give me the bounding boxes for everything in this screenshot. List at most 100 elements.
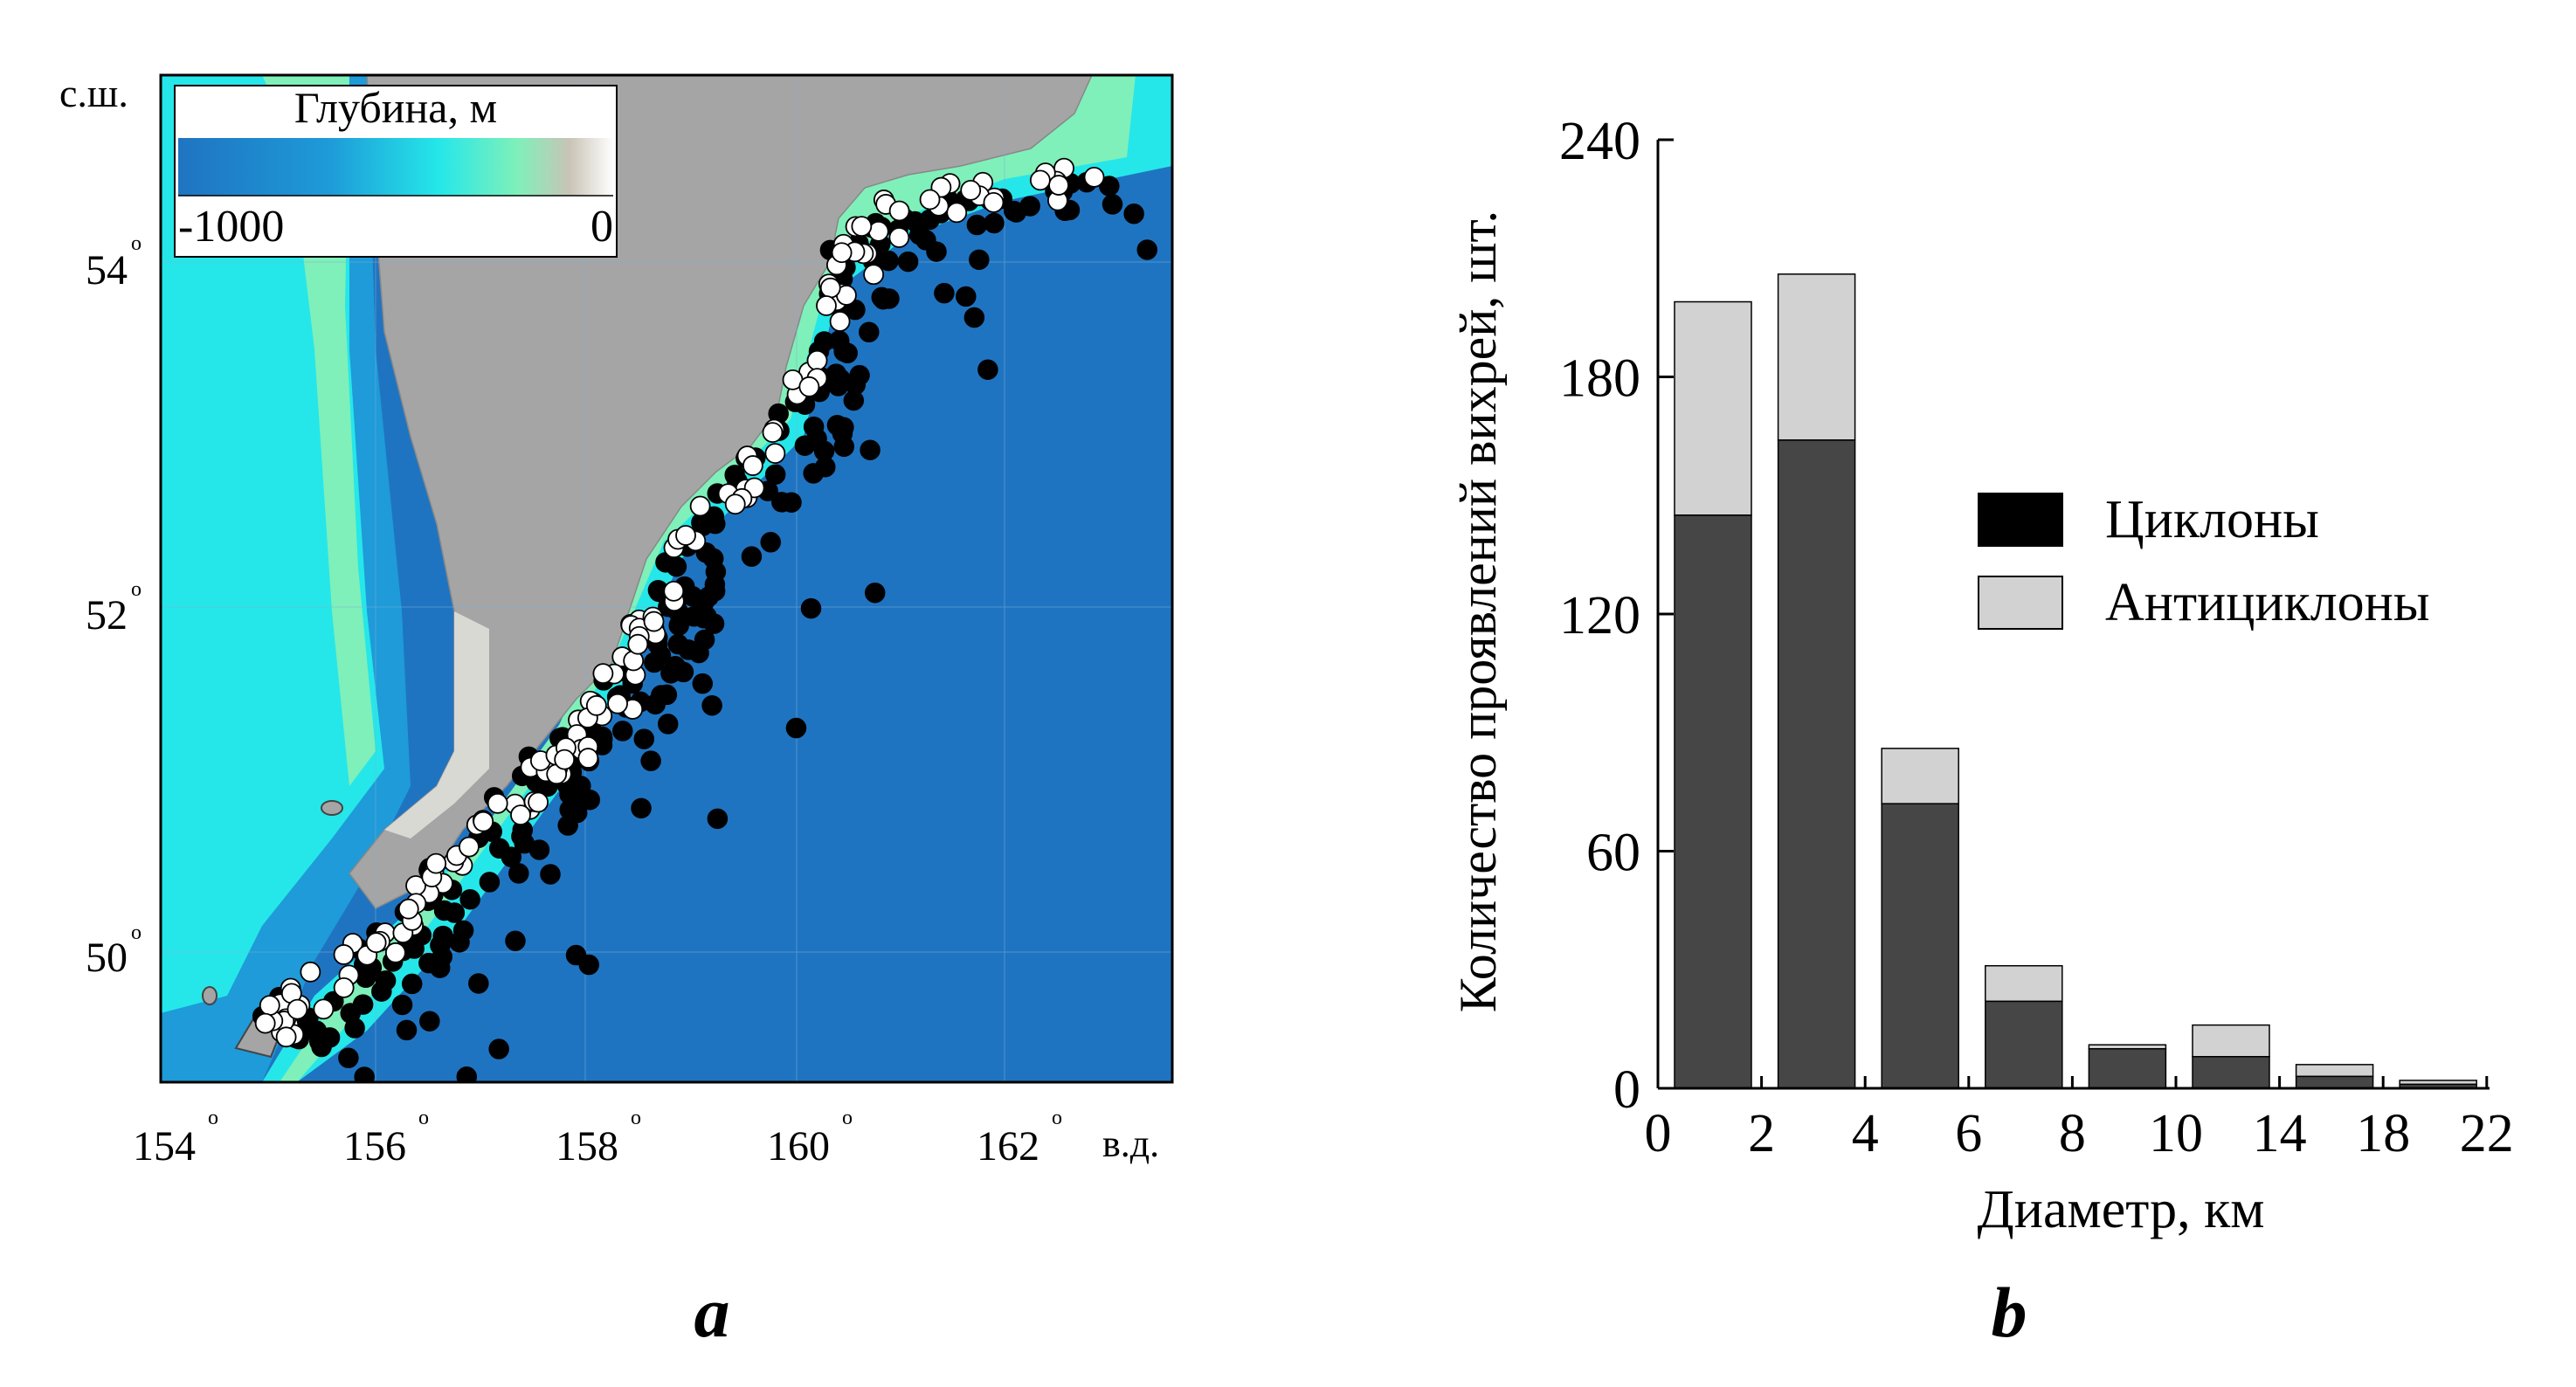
cyclone-marker <box>781 492 802 513</box>
lon-tick-label: 162 <box>977 1123 1039 1170</box>
cyclone-marker <box>843 390 865 411</box>
anticyclone-marker <box>643 611 665 632</box>
cyclone-marker <box>760 532 781 553</box>
map-grid <box>161 75 1172 1082</box>
degree-symbol: o <box>131 921 142 944</box>
cyclone-marker <box>633 728 655 749</box>
x-tick-label: 18 <box>2356 1104 2410 1163</box>
cyclone-marker <box>1136 239 1157 260</box>
cyclone-marker <box>479 872 501 893</box>
cyclone-marker <box>352 994 374 1015</box>
cyclone-marker <box>559 799 580 820</box>
cyclone-marker <box>540 864 561 885</box>
anticyclone-marker <box>663 580 685 602</box>
y-tick-label: 60 <box>1586 824 1640 883</box>
cyclone-marker <box>456 1066 478 1082</box>
coast-light <box>384 611 489 838</box>
cyclone-marker <box>897 251 919 273</box>
anticyclone-marker <box>397 898 419 920</box>
bar-cyclones <box>1985 1000 2063 1089</box>
cyclone-marker <box>966 214 988 236</box>
cyclone-marker <box>704 574 726 595</box>
bar-anticyclones <box>2192 1024 2270 1058</box>
cyclone-marker <box>827 376 849 397</box>
y-tick-label: 240 <box>1559 112 1640 171</box>
cyclone-marker <box>806 428 827 449</box>
bar-cyclones <box>1674 514 1752 1089</box>
x-tick-label: 14 <box>2253 1104 2307 1163</box>
map-area <box>161 75 1214 1105</box>
bar-cyclones <box>1777 439 1856 1089</box>
cyclone-marker <box>833 436 855 458</box>
bar-cyclones <box>2088 1048 2167 1089</box>
anticyclone-marker <box>627 633 649 655</box>
anticyclone-marker <box>806 349 828 371</box>
eddy-markers <box>252 157 1214 1105</box>
anticyclone-marker <box>607 693 628 714</box>
cyclone-marker <box>1102 194 1123 215</box>
cyclone-marker <box>688 642 709 664</box>
x-tick-label: 10 <box>2149 1104 2203 1163</box>
anticyclone-marker <box>675 525 696 546</box>
cyclone-marker <box>963 307 985 328</box>
degree-symbol: o <box>842 1107 853 1129</box>
cyclone-marker <box>969 249 990 271</box>
anticyclone-marker <box>313 998 335 1020</box>
cyclone-marker <box>1004 200 1025 222</box>
cyclone-marker <box>800 597 822 619</box>
anticyclone-marker <box>275 1026 297 1048</box>
cyclone-marker <box>908 224 930 245</box>
cyclone-marker <box>514 832 535 854</box>
panel-label-a: a <box>694 1273 730 1352</box>
cyclone-marker <box>741 546 763 567</box>
anticyclone-marker <box>592 663 614 685</box>
cyclone-marker <box>579 789 601 811</box>
anticyclone-marker <box>816 295 837 316</box>
anticyclone-marker <box>459 836 480 858</box>
cyclone-marker <box>668 615 689 636</box>
legend-max-label: 0 <box>590 202 613 252</box>
x-tick-label: 0 <box>1645 1104 1672 1163</box>
anticyclone-marker <box>960 179 982 201</box>
anticyclone-marker <box>333 944 355 965</box>
lon-tick-labels: 154 o 156 o 158 o 160 o 162 o <box>133 1107 1062 1170</box>
y-tick-label: 120 <box>1559 586 1640 645</box>
anticyclone-marker <box>863 264 885 286</box>
anticyclone-marker <box>742 455 763 476</box>
degree-symbol: o <box>208 1107 218 1129</box>
degree-symbol: o <box>1052 1107 1062 1129</box>
cyclone-marker <box>370 1086 390 1105</box>
lon-tick-label: 158 <box>556 1123 618 1170</box>
lon-tick-label: 156 <box>343 1123 406 1170</box>
cyclone-marker <box>505 930 526 951</box>
lon-tick-label: 160 <box>767 1123 830 1170</box>
legend-swatch-anticyclones <box>1978 576 2063 630</box>
cyclone-marker <box>391 994 413 1016</box>
x-tick-label: 4 <box>1852 1104 1879 1163</box>
lon-tick-label: 154 <box>133 1123 196 1170</box>
cyclone-marker <box>764 464 786 485</box>
anticyclone-marker <box>1029 169 1051 191</box>
x-axis-title: Диаметр, км <box>1978 1180 2265 1239</box>
cyclone-marker <box>306 1020 328 1042</box>
anticyclone-marker <box>831 242 853 264</box>
x-tick-label: 22 <box>2460 1104 2514 1163</box>
cyclone-marker <box>444 902 466 923</box>
cyclone-marker <box>396 1019 418 1041</box>
cyclone-marker <box>692 673 714 694</box>
cyclone-marker <box>1195 282 1214 301</box>
cyclone-marker <box>578 954 599 976</box>
cyclone-marker <box>501 846 522 867</box>
x-tick-label: 8 <box>2059 1104 2086 1163</box>
lat-tick-label: 50 <box>86 935 128 981</box>
panel-label-b: b <box>1992 1273 2027 1352</box>
cyclone-marker <box>452 920 474 942</box>
cyclone-marker <box>429 957 451 978</box>
anticyclone-marker <box>983 191 1005 213</box>
anticyclone-marker <box>798 376 820 397</box>
cyclone-marker <box>860 439 881 460</box>
anticyclone-marker <box>585 694 607 716</box>
cyclone-marker <box>849 364 870 386</box>
depth-legend: Глубина, м -1000 0 <box>174 83 618 258</box>
bar-anticyclones <box>1985 964 2063 1003</box>
